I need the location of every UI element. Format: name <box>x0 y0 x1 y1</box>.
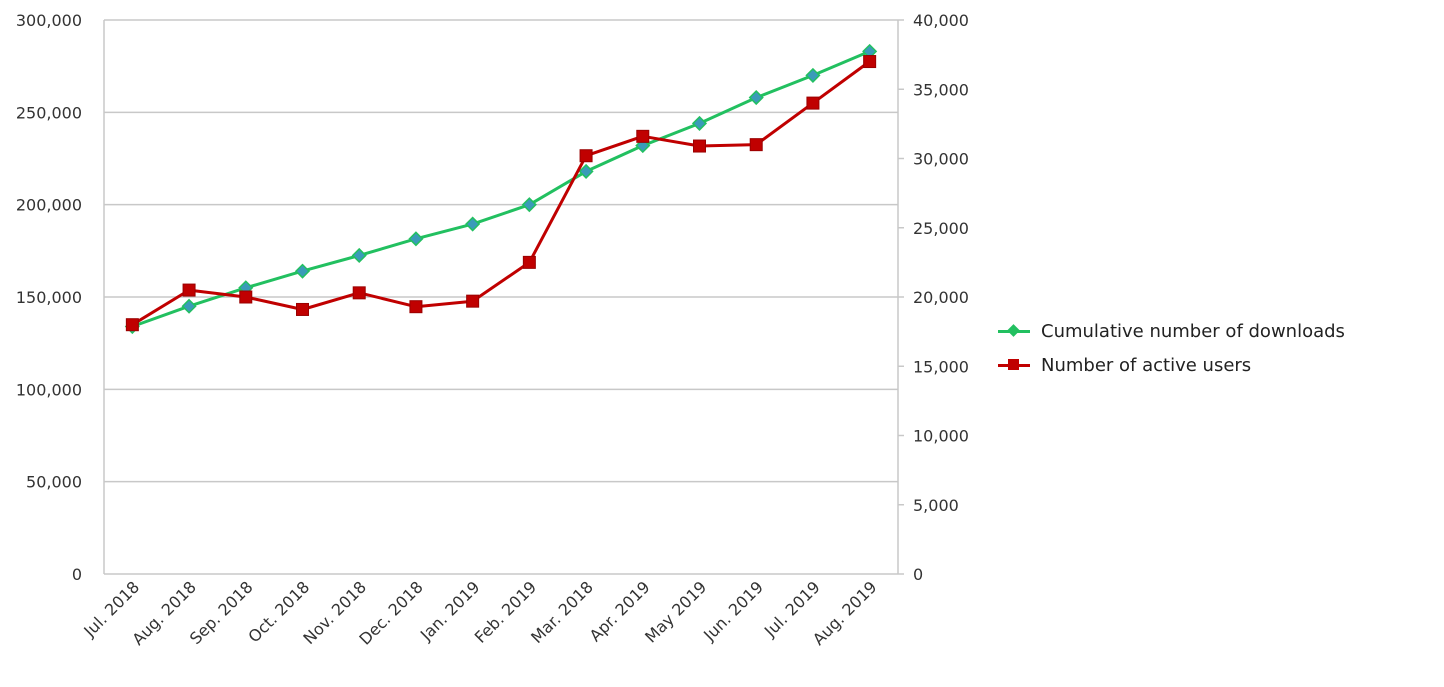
data-point-downloads <box>805 67 821 83</box>
data-point-downloads <box>181 298 197 314</box>
data-point-active-users <box>409 300 423 314</box>
left-tick-label: 300,000 <box>16 11 82 30</box>
series-line-active-users <box>131 60 871 326</box>
data-point-downloads <box>294 263 311 279</box>
data-point-downloads <box>521 197 537 213</box>
data-point-active-users <box>352 286 366 300</box>
right-tick-label: 40,000 <box>913 11 969 30</box>
series-line-downloads <box>131 50 871 328</box>
legend-item-downloads: Cumulative number of downloads <box>998 314 1345 348</box>
data-point-downloads <box>465 216 481 232</box>
left-tick-label: 0 <box>72 565 82 584</box>
left-tick-label: 150,000 <box>16 288 82 307</box>
data-point-downloads <box>351 247 367 264</box>
legend-swatch-downloads <box>998 321 1030 341</box>
axes <box>103 19 904 575</box>
data-point-active-users <box>636 129 650 143</box>
x-tick-label: Jun. 2019 <box>699 577 767 645</box>
x-tick-label: May 2019 <box>641 577 710 646</box>
data-point-active-users <box>863 55 877 69</box>
data-point-active-users <box>749 138 763 152</box>
data-point-active-users <box>522 255 536 269</box>
data-point-active-users <box>182 283 196 297</box>
right-axis-ticks: 0 5,000 10,000 15,000 20,000 25,000 30,000 35,0… <box>913 11 969 584</box>
right-tick-label: 20,000 <box>913 288 969 307</box>
data-point-active-users <box>579 149 593 163</box>
data-point-active-users <box>239 290 253 304</box>
right-tick-label: 35,000 <box>913 80 969 99</box>
left-axis-ticks: 0 50,000 100,000 150,000 200,000 250,000 300,0… <box>16 11 82 584</box>
data-point-active-users <box>296 302 309 316</box>
left-tick-label: 200,000 <box>16 196 82 215</box>
legend-swatch-active-users <box>998 355 1030 375</box>
right-tick-label: 0 <box>913 565 923 584</box>
right-tick-label: 30,000 <box>913 150 969 169</box>
right-tick-label: 25,000 <box>913 219 969 238</box>
data-point-active-users <box>466 294 480 308</box>
right-tick-label: 10,000 <box>913 427 969 446</box>
series-layer <box>124 43 878 335</box>
left-tick-label: 250,000 <box>16 103 82 122</box>
legend-item-active-users: Number of active users <box>998 348 1345 382</box>
legend-label-active-users: Number of active users <box>1041 354 1252 376</box>
data-point-downloads <box>691 115 708 131</box>
legend: Cumulative number of downloads Number of… <box>998 314 1345 382</box>
legend-label-downloads: Cumulative number of downloads <box>1041 320 1345 342</box>
right-tick-label: 5,000 <box>913 496 959 515</box>
left-tick-label: 50,000 <box>26 473 82 492</box>
data-point-downloads <box>748 89 764 106</box>
right-tick-label: 15,000 <box>913 357 969 376</box>
x-tick-label: Mar. 2018 <box>527 577 597 647</box>
data-point-downloads <box>578 163 594 179</box>
data-point-active-users <box>806 96 820 110</box>
data-point-downloads <box>408 231 424 247</box>
left-tick-label: 100,000 <box>16 380 82 399</box>
data-point-active-users <box>125 318 139 332</box>
data-point-active-users <box>693 139 706 153</box>
